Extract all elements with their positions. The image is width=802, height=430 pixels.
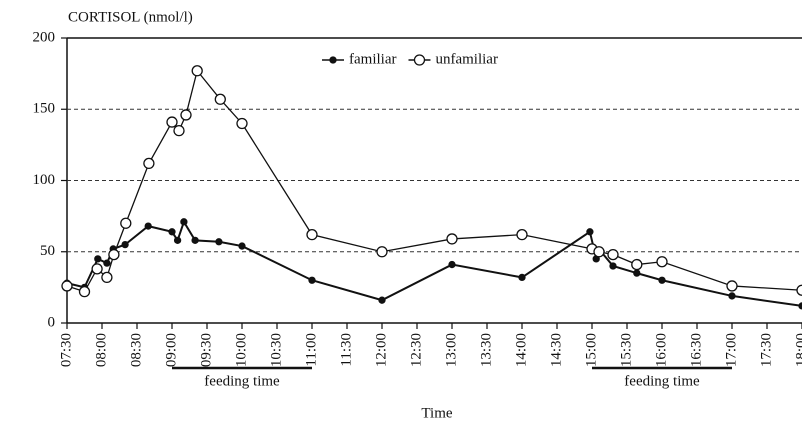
data-point [378,296,386,304]
data-point [448,260,456,269]
data-point [94,255,102,263]
data-point [518,273,526,282]
x-tick-label: 08:30 [128,333,144,367]
data-point [78,285,91,298]
data-point [144,222,152,230]
x-axis-label: Time [421,405,452,421]
x-tick-label: 12:30 [408,333,424,367]
legend-label: unfamiliar [435,51,497,67]
legend-marker [329,56,337,64]
x-tick-label: 09:00 [163,333,179,367]
data-point [143,157,155,170]
y-tick-label: 100 [33,172,56,188]
data-point [191,65,203,77]
data-point [215,238,223,246]
data-point [656,256,668,268]
y-tick-label: 200 [33,29,56,45]
x-tick-label: 16:30 [688,333,704,367]
x-tick-label: 18:00 [793,333,802,367]
data-point [173,124,185,137]
data-point [191,236,199,245]
x-tick-label: 15:00 [583,333,599,367]
x-tick-label: 13:00 [443,333,459,367]
data-point [214,93,226,105]
x-tick-label: 12:00 [373,333,389,367]
data-point [108,248,120,261]
x-tick-label: 09:30 [198,333,214,367]
data-point [180,218,188,226]
data-point [168,228,176,236]
x-tick-label: 10:30 [268,333,284,367]
x-tick-label: 08:00 [93,333,109,367]
data-point [180,109,192,121]
annotation: feeding time [204,373,280,389]
data-point [103,259,111,267]
x-tick-label: 11:00 [303,333,319,367]
series-line [66,219,802,307]
x-tick-label: 17:30 [758,333,774,367]
x-tick-label: 15:30 [618,333,634,367]
data-point [593,246,605,258]
data-point [236,117,248,130]
data-point [609,262,617,270]
x-tick-label: 14:30 [548,333,564,367]
chart-title: CORTISOL (nmol/l) [68,9,193,25]
data-point [61,280,73,292]
data-point [173,236,182,245]
x-tick-label: 14:00 [513,333,529,367]
y-tick-label: 150 [33,101,56,117]
data-point [91,263,103,275]
data-point [446,233,458,245]
data-point [633,269,641,277]
annotation: feeding time [624,373,700,389]
data-point [658,276,666,284]
legend-marker [413,54,426,66]
x-tick-label: 13:30 [478,333,494,367]
x-tick-label: 11:30 [338,333,354,367]
data-point [607,248,619,261]
legend-label: familiar [349,51,396,67]
data-point [376,246,388,258]
data-point [238,242,246,250]
data-point [306,228,318,241]
data-point [631,258,643,271]
data-point [796,284,802,296]
series-line [66,69,802,293]
data-point [101,271,113,284]
data-point [728,292,736,300]
y-tick-label: 0 [48,314,56,330]
data-point [121,240,129,249]
y-tick-label: 50 [40,243,55,259]
data-point [726,280,738,292]
x-tick-label: 07:30 [58,333,74,367]
data-point [516,228,528,241]
data-point [166,116,178,128]
x-tick-label: 16:00 [653,333,669,367]
data-point [586,228,594,236]
data-point [308,276,316,284]
data-point [798,302,802,310]
x-tick-label: 10:00 [233,333,249,367]
x-tick-label: 17:00 [723,333,739,367]
data-point [120,217,132,229]
